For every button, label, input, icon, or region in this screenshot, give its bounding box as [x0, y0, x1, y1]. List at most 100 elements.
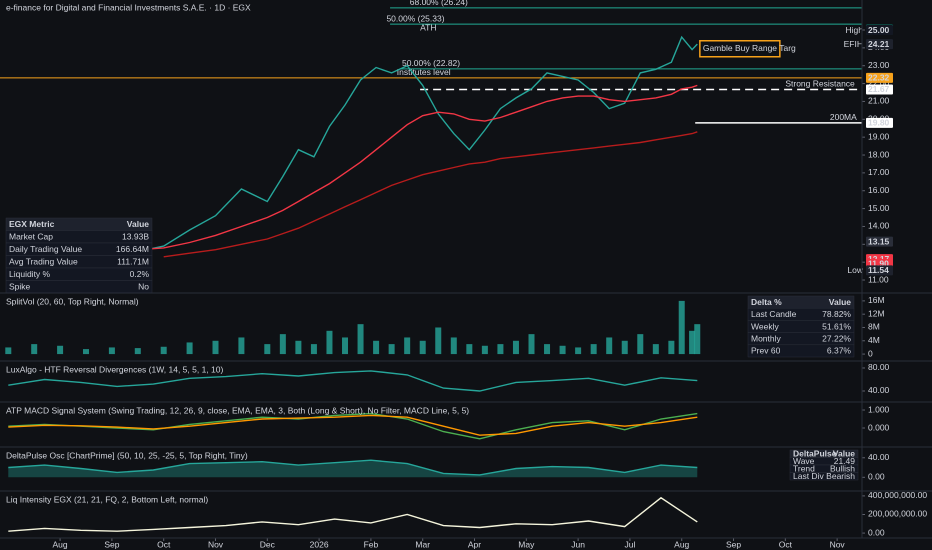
volume-bar [295, 340, 302, 355]
volume-bar [590, 344, 597, 355]
table-cell: Spike [9, 282, 31, 292]
table-header: EGX Metric [9, 219, 55, 229]
price-badge [866, 236, 893, 247]
data-table: Delta % Value Last Candle 78.82% Weekly 51.61… [747, 295, 855, 358]
y-tick-label: 12M [868, 308, 885, 318]
volume-bar [264, 344, 271, 355]
volume-bar [342, 337, 349, 355]
volume-bar [481, 345, 488, 355]
volume-bar [326, 330, 333, 355]
volume-bar [279, 334, 286, 355]
volume-bar [310, 344, 317, 355]
volume-bar [678, 300, 685, 355]
y-tick-label: 11.00 [868, 274, 889, 284]
price-badge-label: 13.15 [868, 236, 890, 246]
price-badge [866, 39, 893, 50]
volume-bar [528, 334, 535, 355]
volume-bar [544, 344, 551, 355]
series-line [8, 496, 698, 532]
table-cell: No [138, 282, 149, 292]
x-tick-label: Nov [208, 539, 224, 549]
y-tick-label: 80.00 [868, 362, 890, 372]
table-cell: Monthly [751, 333, 782, 343]
volume-bar [160, 346, 167, 355]
volume-bar [652, 344, 659, 355]
volume-bar [238, 337, 245, 355]
series-line [8, 412, 698, 440]
table-cell: 166.64M [116, 244, 149, 254]
x-tick-label: Oct [779, 539, 793, 549]
volume-bar [621, 340, 628, 355]
y-tick-label: 16.00 [868, 185, 890, 195]
table-cell: Avg Trading Value [9, 257, 78, 267]
level-label: 50.00% (25.33) [386, 13, 444, 23]
y-tick-label: 17.00 [868, 167, 890, 177]
table-cell: Daily Trading Value [9, 244, 82, 254]
volume-bar [57, 345, 64, 355]
x-tick-label: Oct [157, 539, 171, 549]
volume-bar [575, 347, 582, 355]
volume-bar [5, 347, 12, 355]
x-tick-label: Jul [624, 539, 635, 549]
y-tick-label: 0.000 [868, 422, 890, 432]
volume-bar [435, 327, 442, 355]
price-badge-label: 11.54 [868, 265, 889, 275]
area-shade [8, 460, 698, 478]
y-tick-label: 40.00 [868, 385, 890, 395]
y-tick-label: 400,000,000.00 [868, 490, 927, 500]
volume-bar [497, 344, 504, 355]
series-line [8, 414, 698, 436]
table-header: Delta % [751, 297, 782, 307]
pane-title: ATP MACD Signal System (Swing Trading, 1… [6, 405, 469, 415]
price-badge-tag: High [846, 25, 864, 35]
table-header: DeltaPulse [793, 449, 837, 459]
annotation-box [699, 40, 781, 58]
y-tick-label: 40.00 [868, 452, 890, 462]
x-tick-label: Sep [726, 539, 741, 549]
level-label: Institutes level [397, 67, 451, 77]
y-tick-label: 23.00 [868, 60, 890, 70]
table-cell: Bullish [830, 464, 855, 474]
annotation-text: Gamble Buy Range Targ [703, 43, 796, 53]
volume-bar [186, 342, 193, 355]
table-cell: 13.93B [122, 232, 149, 242]
series-line [8, 370, 698, 392]
volume-bar [512, 340, 519, 355]
x-tick-label: Nov [830, 539, 846, 549]
price-badge-label: 11.90 [868, 259, 889, 269]
level-label: 68.00% (26.24) [410, 0, 468, 7]
y-tick-label: 19.00 [868, 131, 890, 141]
annotation-text: ATH [420, 22, 436, 32]
price-badge-label: 19.80 [868, 118, 890, 128]
table-cell: Prev 60 [751, 346, 781, 356]
x-tick-label: Jun [571, 539, 585, 549]
table-cell: 51.61% [822, 321, 851, 331]
volume-bar [31, 344, 38, 355]
table-cell: 111.71M [117, 257, 149, 267]
y-tick-label: 16M [868, 295, 885, 305]
price-badge [866, 72, 893, 83]
volume-bar [689, 330, 696, 355]
volume-bar [668, 340, 675, 355]
price-badge-label: 12.17 [868, 254, 890, 264]
table-cell: 27.22% [822, 333, 851, 343]
x-tick-label: Aug [53, 539, 68, 549]
table-cell: Bearish [826, 471, 855, 481]
volume-bar [388, 344, 395, 355]
table-row [789, 472, 859, 481]
series-line [163, 131, 698, 258]
y-tick-label: 18.00 [868, 149, 890, 159]
table-row [747, 344, 855, 358]
table-cell: Market Cap [9, 232, 53, 242]
price-badge-label: 21.67 [868, 84, 890, 94]
x-tick-label: May [518, 539, 535, 549]
y-tick-label: 0.00 [868, 472, 885, 482]
table-cell: Liquidity % [9, 269, 51, 279]
x-tick-label: 2026 [310, 539, 329, 549]
series-line [8, 459, 698, 476]
volume-bar [134, 348, 141, 355]
x-tick-label: Dec [260, 539, 276, 549]
table-cell: Trend [793, 464, 815, 474]
